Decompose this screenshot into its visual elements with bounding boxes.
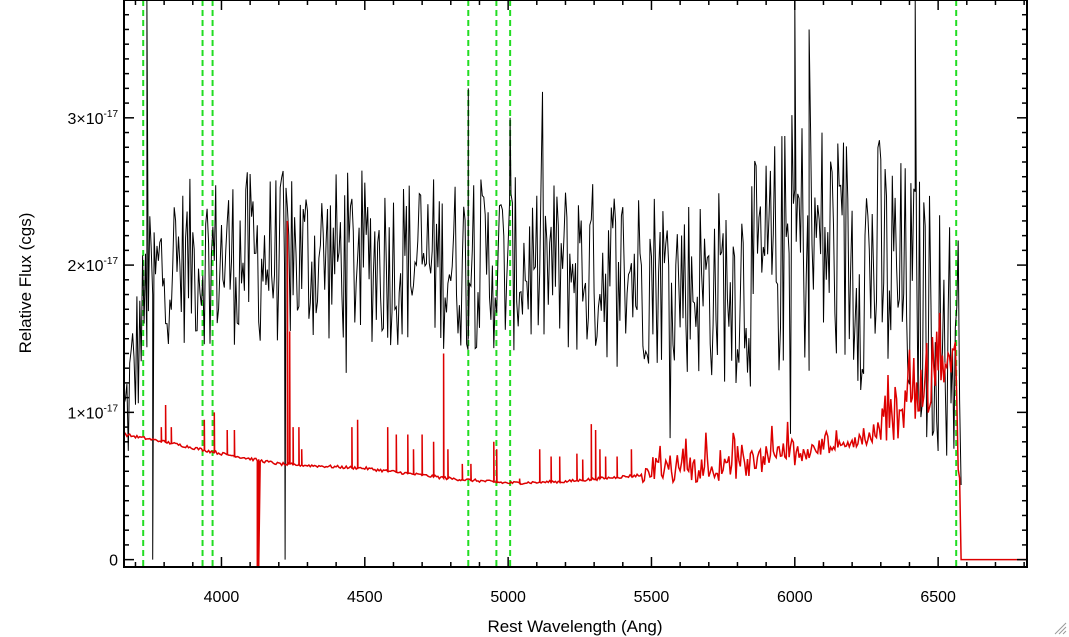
y-axis: 0 1×10-17 2×10-17 3×10-17 — [68, 0, 1027, 570]
y-axis-title: Relative Flux (cgs) — [16, 213, 35, 354]
plot-frame — [123, 0, 1028, 568]
model-spectrum-line — [124, 220, 1027, 567]
x-tick-label: 4000 — [204, 589, 240, 606]
y-tick-label: 3×10-17 — [68, 109, 119, 128]
x-tick-label: 6000 — [777, 589, 813, 606]
y-tick-label: 1×10-17 — [68, 403, 119, 422]
x-axis-title: Rest Wavelength (Ang) — [487, 617, 662, 636]
x-axis: 4000 4500 5000 5500 6000 6500 — [134, 0, 1025, 606]
resize-grip-icon[interactable] — [1053, 621, 1067, 635]
observed-spectrum-line — [124, 0, 962, 560]
series-group — [124, 0, 1027, 567]
y-tick-label: 2×10-17 — [68, 256, 119, 275]
x-tick-label: 4500 — [347, 589, 383, 606]
y-tick-label: 0 — [109, 553, 118, 570]
x-tick-label: 5000 — [490, 589, 526, 606]
x-tick-label: 5500 — [634, 589, 670, 606]
x-tick-label: 6500 — [920, 589, 956, 606]
